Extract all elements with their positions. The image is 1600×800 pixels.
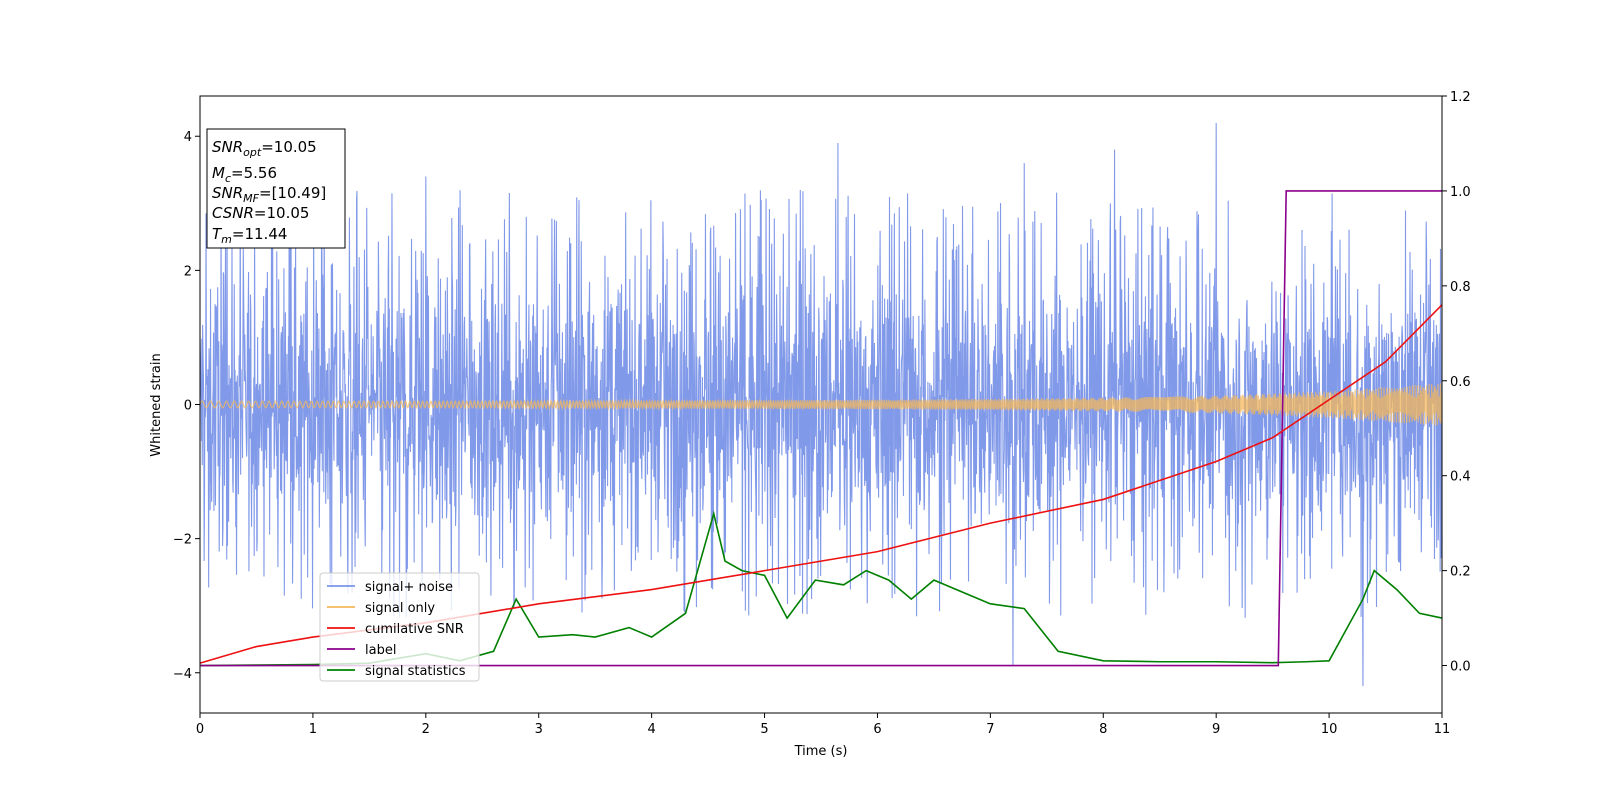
- info-box-frame: [206, 128, 346, 249]
- x-tick-label: 8: [1099, 722, 1107, 737]
- x-tick-label: 5: [760, 722, 768, 737]
- legend: signal+ noise signal only cumilative SNR la…: [319, 572, 480, 682]
- info-snr-mf: SNRMF=[10.49]: [212, 184, 326, 205]
- y2-tick-label: 0.6: [1450, 375, 1471, 390]
- info-mc-value: =5.56: [231, 164, 277, 182]
- y-axis-left: −4 −2 0 2 4: [173, 130, 200, 682]
- x-axis-label: Time (s): [794, 744, 848, 759]
- x-axis: 0 1 2 3 4 5 6 7 8 9 10 11: [196, 713, 1450, 737]
- y-tick-label: −4: [173, 667, 192, 682]
- x-tick-label: 0: [196, 722, 204, 737]
- y2-tick-label: 0.2: [1450, 565, 1471, 580]
- info-box: SNRopt=10.05 Mc=5.56 SNRMF=[10.49] CSNR=…: [206, 128, 346, 249]
- signal-only-line: [199, 383, 1443, 426]
- info-csnr-base: CSNR: [212, 204, 254, 222]
- x-tick-label: 4: [647, 722, 655, 737]
- label-line: [200, 190, 1442, 667]
- info-tm: Tm=11.44: [212, 225, 287, 246]
- y-tick-label: 2: [184, 264, 192, 279]
- legend-label: label: [365, 643, 396, 658]
- x-tick-label: 11: [1434, 722, 1451, 737]
- y-tick-label: 4: [184, 130, 192, 145]
- legend-label: signal+ noise: [365, 580, 453, 595]
- x-tick-label: 7: [986, 722, 994, 737]
- info-csnr: CSNR=10.05: [212, 204, 309, 222]
- info-snr-mf-base: SNR: [212, 184, 243, 202]
- x-tick-label: 1: [309, 722, 317, 737]
- info-mc-sub: c: [225, 172, 231, 185]
- signal-plus-noise-line: [199, 122, 1443, 687]
- info-snr-opt-base: SNR: [212, 138, 243, 156]
- info-snr-opt-sub: opt: [243, 146, 262, 159]
- y2-tick-label: 0.4: [1450, 470, 1471, 485]
- info-tm-base: T: [212, 225, 223, 243]
- x-tick-label: 3: [535, 722, 543, 737]
- info-snr-opt: SNRopt=10.05: [212, 138, 317, 159]
- y-tick-label: 0: [184, 399, 192, 414]
- info-tm-value: =11.44: [232, 225, 288, 243]
- y-axis-label: Whitened strain: [149, 353, 164, 456]
- info-csnr-value: =10.05: [254, 204, 310, 222]
- x-tick-label: 9: [1212, 722, 1220, 737]
- x-tick-label: 10: [1321, 722, 1338, 737]
- info-mc: Mc=5.56: [212, 164, 277, 185]
- info-tm-sub: m: [221, 233, 232, 246]
- series-signal-only: [199, 383, 1443, 426]
- info-snr-mf-sub: MF: [243, 192, 259, 205]
- y-axis-right: 0.0 0.2 0.4 0.6 0.8 1.0 1.2: [1442, 90, 1471, 675]
- series-signal-plus-noise: [199, 122, 1443, 687]
- y2-tick-label: 1.0: [1450, 185, 1471, 200]
- y2-tick-label: 1.2: [1450, 90, 1471, 105]
- legend-label: cumilative SNR: [365, 622, 464, 637]
- y2-tick-label: 0.0: [1450, 660, 1471, 675]
- legend-label: signal only: [365, 601, 435, 616]
- x-tick-label: 2: [422, 722, 430, 737]
- signal-statistics-line: [199, 510, 1443, 667]
- info-mc-base: M: [212, 164, 225, 182]
- info-snr-mf-value: =[10.49]: [259, 184, 326, 202]
- y2-tick-label: 0.8: [1450, 280, 1471, 295]
- legend-frame: [319, 572, 480, 682]
- y-tick-label: −2: [173, 533, 192, 548]
- x-tick-label: 6: [873, 722, 881, 737]
- legend-label: signal statistics: [365, 664, 466, 679]
- info-snr-opt-value: =10.05: [261, 138, 317, 156]
